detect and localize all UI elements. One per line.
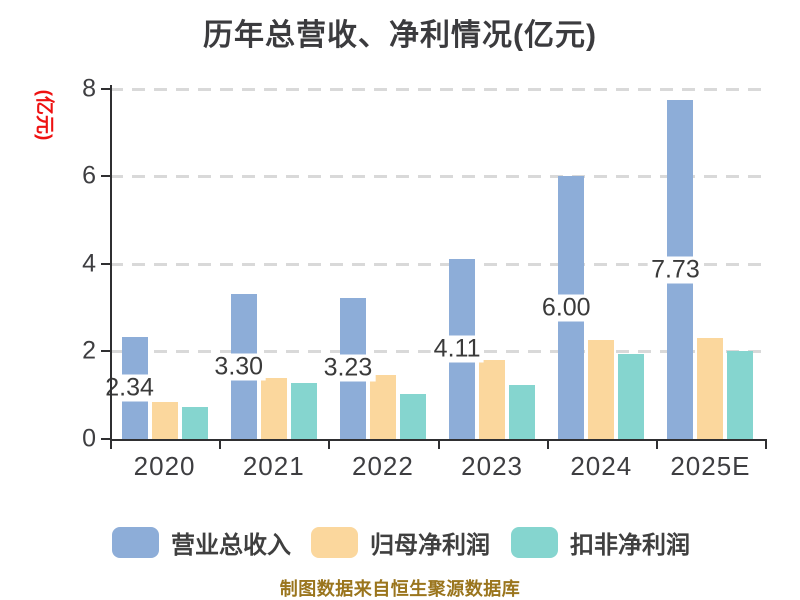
bar-归母净利润-2024 xyxy=(588,340,615,439)
legend-swatch-icon xyxy=(311,527,358,558)
grid-line xyxy=(110,262,765,266)
x-tick-label-2023: 2023 xyxy=(461,451,523,481)
x-tick-label-2024: 2024 xyxy=(570,451,633,481)
legend-label: 归母净利润 xyxy=(370,532,490,559)
x-tick-mark xyxy=(765,441,767,449)
y-tick-label: 2 xyxy=(82,336,96,365)
value-label-2024: 6.00 xyxy=(538,294,594,322)
value-label-2025E: 7.73 xyxy=(648,256,703,284)
x-tick-mark xyxy=(437,441,440,449)
x-tick-label-2022: 2022 xyxy=(351,451,414,481)
legend-label: 营业总收入 xyxy=(171,532,291,559)
x-tick-mark xyxy=(110,441,112,449)
bar-归母净利润-2022 xyxy=(369,375,396,439)
legend-item-归母净利润: 归母净利润 xyxy=(311,527,490,559)
data-source-note: 制图数据来自恒生聚源数据库 xyxy=(279,579,521,599)
bar-扣非净利润-2022 xyxy=(399,394,426,439)
bar-归母净利润-2025E xyxy=(697,338,724,439)
bar-归母净利润-2023 xyxy=(479,360,506,439)
bar-扣非净利润-2021 xyxy=(290,383,317,439)
grid-line xyxy=(110,175,765,179)
bar-归母净利润-2020 xyxy=(151,402,178,439)
y-tick-label: 6 xyxy=(82,161,96,190)
legend-swatch-icon xyxy=(112,527,159,558)
legend-label: 扣非净利润 xyxy=(570,532,690,559)
bar-扣非净利润-2023 xyxy=(509,385,536,439)
y-tick-mark xyxy=(101,350,110,353)
y-tick-label: 8 xyxy=(82,74,96,103)
x-tick-label-2025E: 2025E xyxy=(670,451,751,481)
x-axis xyxy=(110,439,767,441)
y-tick-label: 4 xyxy=(82,249,96,278)
legend-item-扣非净利润: 扣非净利润 xyxy=(511,527,690,559)
legend-swatch-icon xyxy=(511,527,558,558)
legend-item-营业总收入: 营业总收入 xyxy=(112,527,291,559)
y-axis xyxy=(110,85,112,441)
x-tick-mark xyxy=(219,441,222,449)
y-tick-label: 0 xyxy=(82,424,96,453)
y-tick-mark xyxy=(101,87,110,90)
value-label-2023: 4.11 xyxy=(430,335,484,363)
value-label-2021: 3.30 xyxy=(211,353,267,381)
x-tick-label-2020: 2020 xyxy=(133,451,196,481)
x-tick-mark xyxy=(655,441,658,449)
x-tick-mark xyxy=(546,441,549,449)
y-tick-mark xyxy=(101,262,110,265)
x-tick-label-2021: 2021 xyxy=(242,451,305,481)
grid-line xyxy=(110,87,765,91)
y-tick-mark xyxy=(101,175,110,178)
y-tick-mark xyxy=(101,438,110,440)
bar-扣非净利润-2020 xyxy=(181,407,208,439)
chart-title: 历年总营收、净利情况(亿元) xyxy=(203,19,597,52)
x-tick-mark xyxy=(328,441,331,449)
value-label-2022: 3.23 xyxy=(320,354,376,382)
bar-扣非净利润-2024 xyxy=(618,354,645,439)
bar-归母净利润-2021 xyxy=(260,378,287,439)
bar-扣非净利润-2025E xyxy=(727,350,754,439)
